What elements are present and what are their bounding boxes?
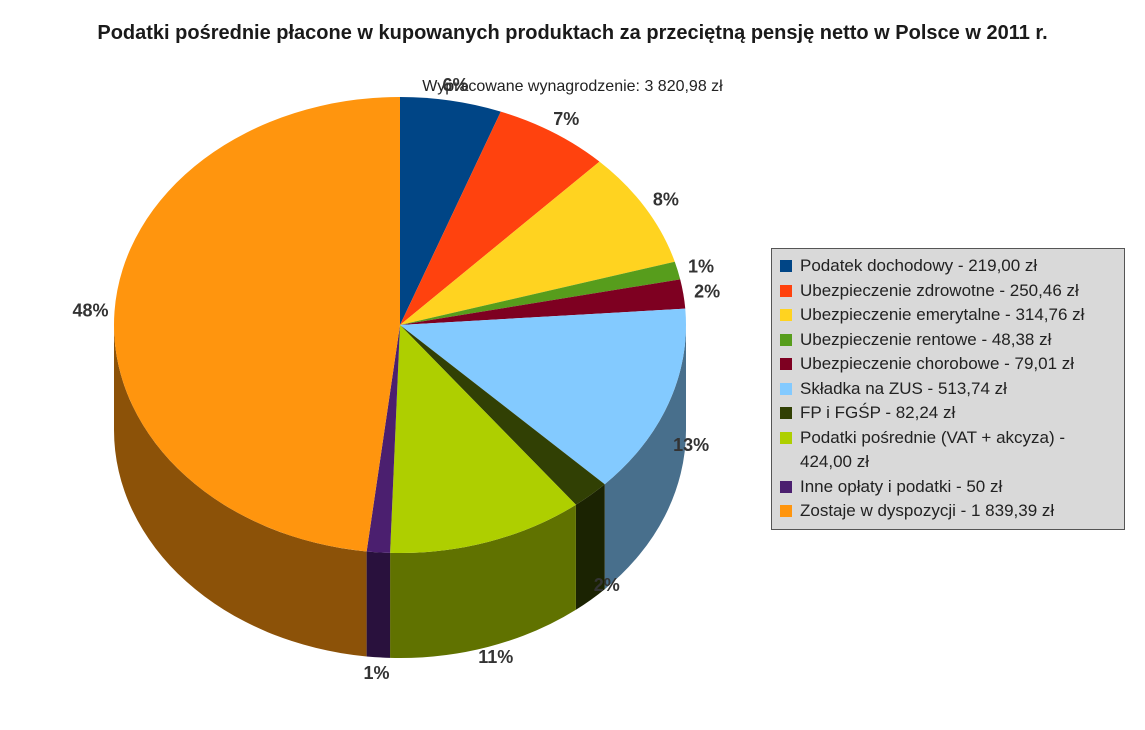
legend-item-5: Ubezpieczenie chorobowe - 79,01 zł xyxy=(778,352,1118,377)
legend-item-4: Ubezpieczenie rentowe - 48,38 zł xyxy=(778,328,1118,353)
legend-label: Ubezpieczenie emerytalne - 314,76 zł xyxy=(800,305,1085,324)
pct-label-6: 13% xyxy=(673,435,709,455)
legend-label: Składka na ZUS - 513,74 zł xyxy=(800,378,1007,398)
legend-label: FP i FGŚP - 82,24 zł xyxy=(800,403,956,422)
legend-label: Zostaje w dyspozycji - 1 839,39 zł xyxy=(800,501,1055,520)
pct-label-8: 11% xyxy=(478,647,513,667)
pct-label-9: 1% xyxy=(364,663,390,683)
legend-swatch xyxy=(780,358,792,370)
legend-swatch xyxy=(780,480,792,493)
pie-slice-2 xyxy=(400,111,600,325)
pie-labels: 6% 7% 8% 1% 2% 13% 2% 11% 1% 48% xyxy=(73,75,721,683)
chart-subtitle: Wypracowane wynagrodzenie: 3 820,98 zł xyxy=(422,78,723,95)
pie-side-7 xyxy=(575,484,605,610)
pie-sides xyxy=(114,325,686,658)
legend-swatch xyxy=(780,284,792,297)
chart-title: Podatki pośrednie płacone w kupowanych p… xyxy=(97,22,1048,44)
legend-item-6: Składka na ZUS - 513,74 zł xyxy=(778,377,1118,402)
legend-item-8: Podatki pośrednie (VAT + akcyza) - 424,0… xyxy=(778,426,1118,475)
legend-label: Podatek dochodowy - 219,00 zł xyxy=(800,256,1038,275)
pie-slice-3 xyxy=(400,161,675,325)
pct-label-7: 2% xyxy=(594,575,620,595)
pie-slice-10 xyxy=(113,97,401,552)
pie-slice-1 xyxy=(400,97,501,325)
legend-swatch xyxy=(780,333,792,346)
pct-label-4: 1% xyxy=(688,257,714,277)
pie-slice-5 xyxy=(400,279,686,325)
legend-swatch xyxy=(780,431,792,444)
pct-label-3: 8% xyxy=(653,190,679,210)
legend-item-9: Inne opłaty i podatki - 50 zł xyxy=(778,475,1118,500)
pie-side-9 xyxy=(366,551,391,658)
legend-item-1: Podatek dochodowy - 219,00 zł xyxy=(778,254,1118,279)
pie-tops xyxy=(113,97,686,553)
pct-label-2: 7% xyxy=(553,109,579,129)
legend-swatch xyxy=(780,505,792,517)
pie-slice-9 xyxy=(366,325,400,553)
pie-side-6 xyxy=(604,325,686,590)
legend-label: Inne opłaty i podatki - 50 zł xyxy=(800,476,1003,496)
legend-swatch xyxy=(780,407,792,419)
pie-slice-4 xyxy=(400,261,681,325)
pie-slice-6 xyxy=(400,308,686,485)
legend-label: Ubezpieczenie chorobowe - 79,01 zł xyxy=(800,354,1075,373)
legend-item-7: FP i FGŚP - 82,24 zł xyxy=(778,401,1118,426)
legend-item-3: Ubezpieczenie emerytalne - 314,76 zł xyxy=(778,303,1118,328)
pie-slice-8 xyxy=(390,325,576,553)
legend: Podatek dochodowy - 219,00 zł Ubezpieczen… xyxy=(771,248,1125,530)
pct-label-1: 6% xyxy=(443,75,469,95)
legend-label: Podatki pośrednie (VAT + akcyza) - 424,0… xyxy=(800,427,1066,472)
pie-side-8 xyxy=(390,504,576,658)
pct-label-5: 2% xyxy=(694,282,720,302)
pct-label-10: 48% xyxy=(73,301,109,321)
legend-item-2: Ubezpieczenie zdrowotne - 250,46 zł xyxy=(778,279,1118,304)
legend-swatch xyxy=(780,309,792,321)
legend-swatch xyxy=(780,260,792,272)
legend-item-10: Zostaje w dyspozycji - 1 839,39 zł xyxy=(778,499,1118,524)
legend-label: Ubezpieczenie rentowe - 48,38 zł xyxy=(800,329,1052,349)
legend-label: Ubezpieczenie zdrowotne - 250,46 zł xyxy=(800,280,1079,300)
legend-swatch xyxy=(780,382,792,395)
pie-slice-7 xyxy=(400,325,605,505)
pie-side-10 xyxy=(114,325,367,657)
